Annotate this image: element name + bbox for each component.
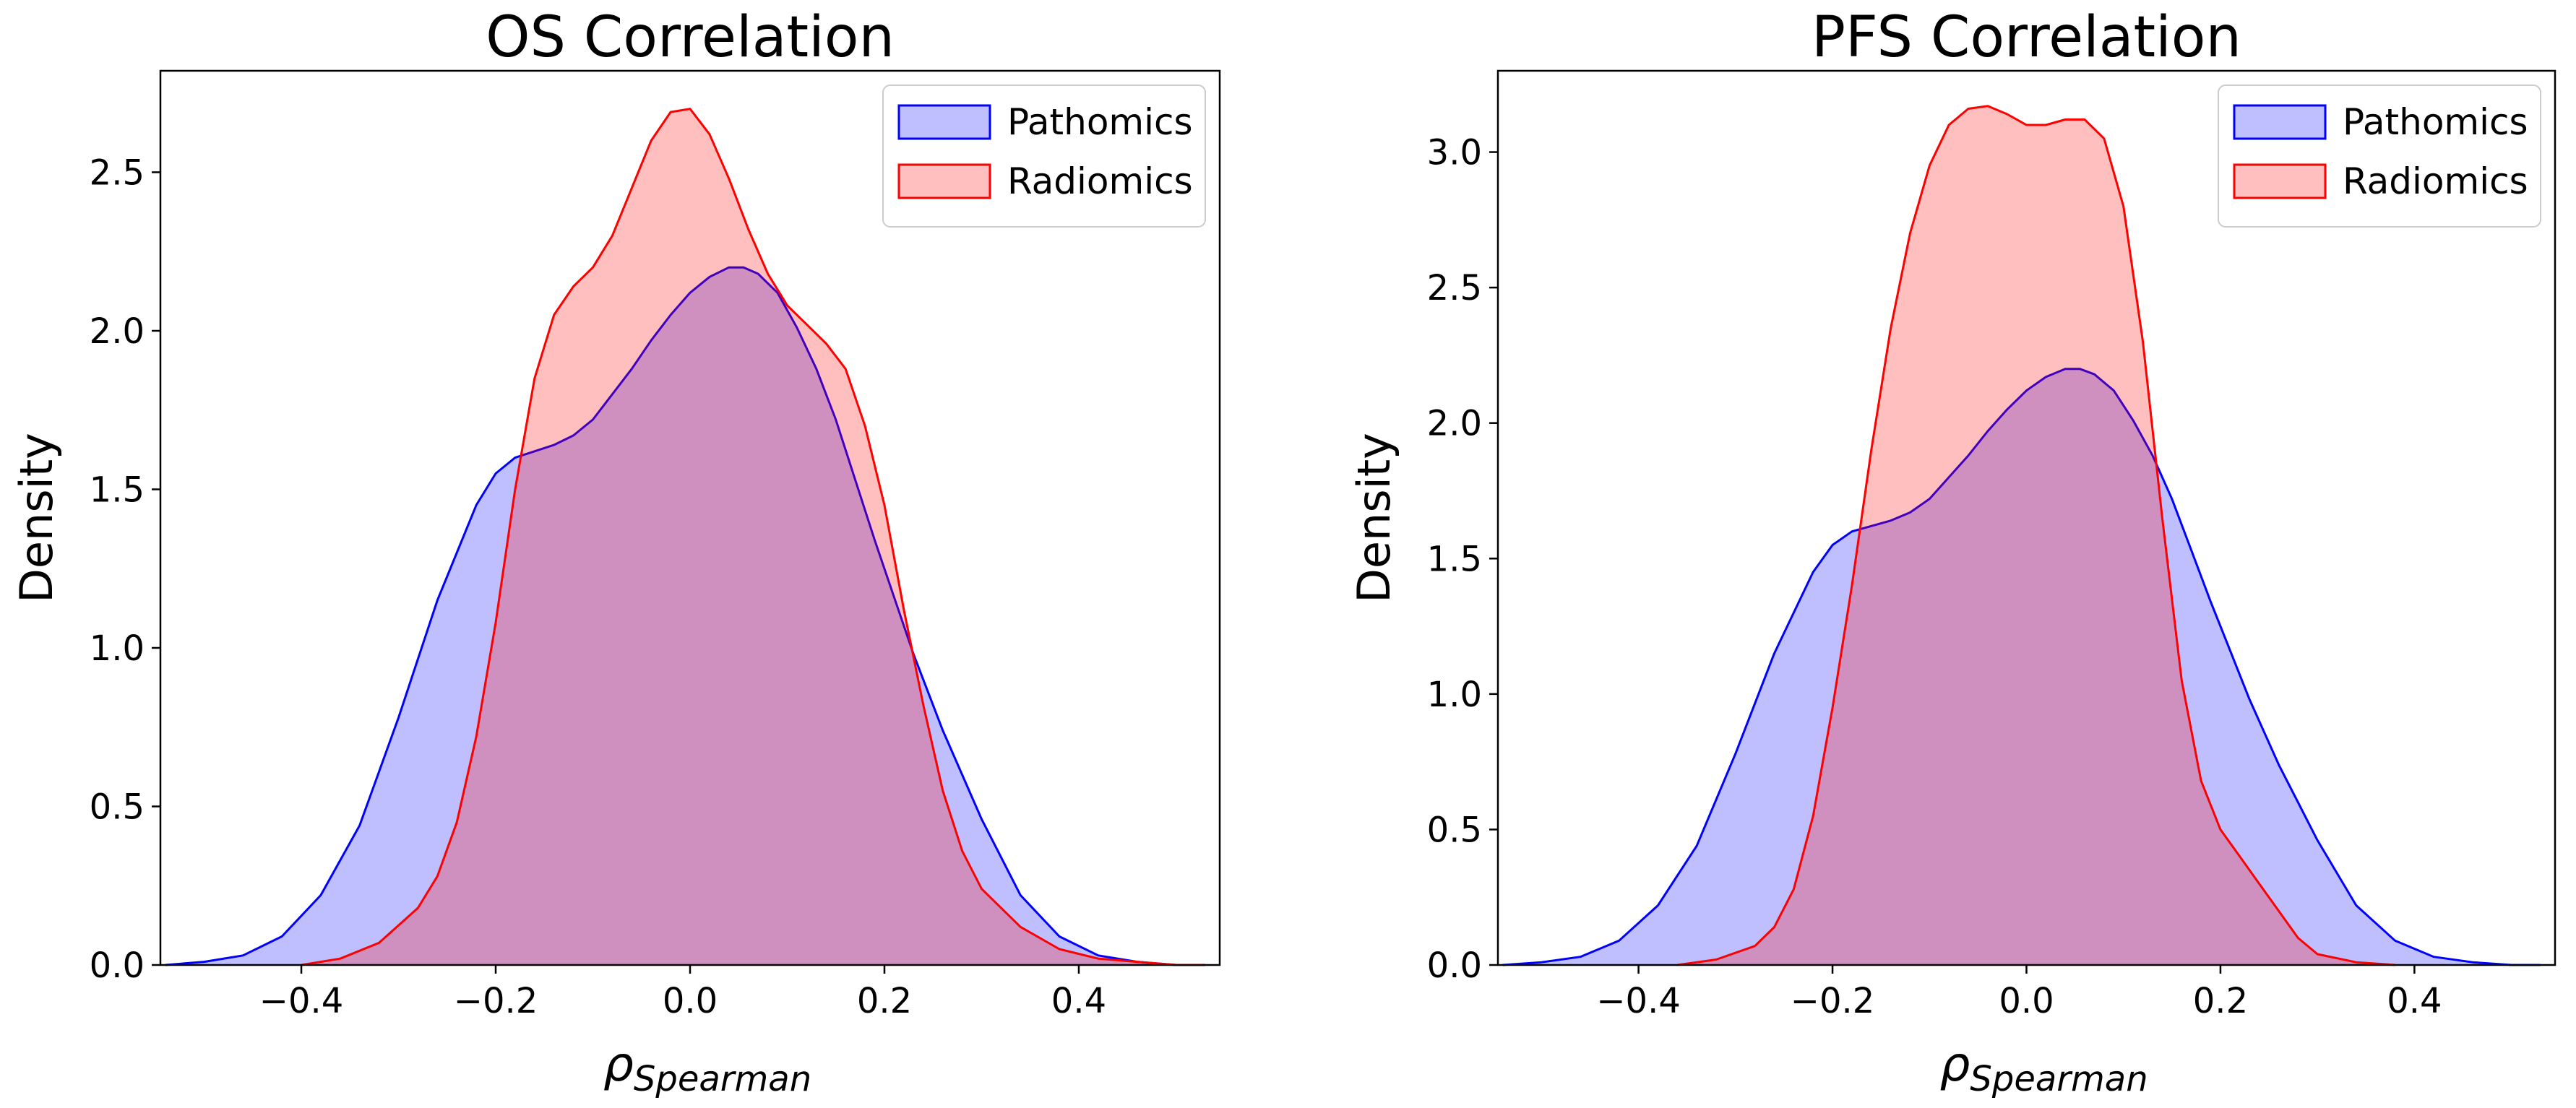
density-line-pathomics bbox=[165, 266, 1205, 966]
density-area-radiomics bbox=[1677, 105, 2395, 965]
legend-swatch-pathomics bbox=[2233, 104, 2327, 140]
y-tick-label: 0.5 bbox=[90, 787, 145, 827]
chart-title: OS Correlation bbox=[486, 5, 895, 70]
y-tick-label: 2.0 bbox=[90, 311, 145, 352]
x-tick-label: 0.4 bbox=[2387, 981, 2442, 1021]
legend: Pathomics Radiomics bbox=[882, 85, 1206, 228]
x-axis-label-symbol: ρ bbox=[1940, 1036, 1970, 1092]
x-axis-label: ρSpearman bbox=[603, 1036, 811, 1099]
legend: Pathomics Radiomics bbox=[2218, 85, 2541, 228]
x-tick-label: −0.4 bbox=[259, 981, 344, 1021]
density-line-radiomics bbox=[1677, 105, 2395, 966]
x-tick-label: 0.4 bbox=[1051, 981, 1106, 1021]
x-tick-label: 0.0 bbox=[1999, 981, 2054, 1021]
x-axis-label: ρSpearman bbox=[1940, 1036, 2148, 1099]
chart-panel-1: −0.4 −0.2 0.0 0.2 0.4 0.0 0.5 1.0 1.5 2.0 2.5 OS Co… bbox=[10, 5, 1221, 1099]
x-tick-label: 0.2 bbox=[2193, 981, 2248, 1021]
legend-label-pathomics: Pathomics bbox=[2343, 101, 2528, 143]
y-tick-label: 1.0 bbox=[90, 628, 145, 669]
x-axis-label-symbol: ρ bbox=[603, 1036, 634, 1092]
legend-swatch-radiomics bbox=[897, 163, 991, 199]
x-axis-label-subscript: Spearman bbox=[1970, 1059, 2148, 1099]
y-tick-label: 1.5 bbox=[90, 469, 145, 510]
legend-swatch-radiomics bbox=[2233, 163, 2327, 199]
y-tick-label: 0.0 bbox=[90, 945, 145, 986]
legend-frame bbox=[2218, 85, 2541, 228]
y-axis-label: Density bbox=[10, 433, 63, 603]
y-tick-label: 0.5 bbox=[1427, 810, 1482, 850]
density-area-pathomics bbox=[165, 267, 1205, 965]
legend-label-radiomics: Radiomics bbox=[1007, 160, 1193, 202]
x-tick-label: −0.2 bbox=[1791, 981, 1875, 1021]
y-tick-label: 1.5 bbox=[1427, 539, 1482, 579]
y-tick-label: 2.5 bbox=[1427, 268, 1482, 308]
legend-swatch-pathomics bbox=[897, 104, 991, 140]
legend-label-radiomics: Radiomics bbox=[2343, 160, 2528, 202]
density-area-radiomics bbox=[301, 108, 1205, 966]
x-tick-label: 0.2 bbox=[857, 981, 912, 1021]
density-area-pathomics bbox=[1502, 368, 2541, 965]
chart-panel-2: −0.4 −0.2 0.0 0.2 0.4 0.0 0.5 1.0 1.5 2.0 2.5 3.0 PF… bbox=[1348, 5, 2556, 1099]
x-axis-label-subscript: Spearman bbox=[634, 1059, 811, 1099]
y-axis-label: Density bbox=[1348, 433, 1400, 603]
y-tick-label: 1.0 bbox=[1427, 675, 1482, 715]
legend-label-pathomics: Pathomics bbox=[1007, 101, 1193, 143]
chart-title: PFS Correlation bbox=[1812, 5, 2241, 70]
x-tick-label: −0.2 bbox=[454, 981, 538, 1021]
y-tick-label: 2.5 bbox=[90, 152, 145, 193]
density-line-radiomics bbox=[301, 108, 1205, 966]
y-tick-label: 3.0 bbox=[1427, 133, 1482, 173]
y-tick-label: 0.0 bbox=[1427, 945, 1482, 986]
legend-frame bbox=[882, 85, 1206, 228]
y-tick-label: 2.0 bbox=[1427, 404, 1482, 444]
x-tick-label: 0.0 bbox=[663, 981, 718, 1021]
x-tick-label: −0.4 bbox=[1596, 981, 1681, 1021]
density-line-pathomics bbox=[1502, 368, 2541, 966]
